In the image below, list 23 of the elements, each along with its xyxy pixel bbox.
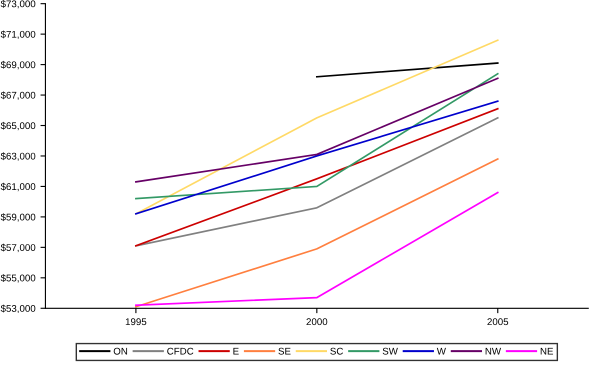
legend-label: SE [278, 348, 291, 355]
y-tick-label: $57,000 [0, 244, 36, 252]
legend-label: E [233, 348, 239, 355]
y-tick-label: $69,000 [0, 60, 36, 70]
y-tick-label: $63,000 [0, 152, 36, 161]
y-tick-label: $65,000 [0, 122, 36, 130]
y-tick-label: $71,000 [0, 30, 36, 39]
x-tick-label: 2000 [306, 318, 328, 326]
legend-label: CFDC [167, 348, 194, 355]
x-tick-label: 2005 [487, 318, 508, 326]
legend-label: NW [486, 348, 502, 355]
y-tick-label: $53,000 [0, 304, 36, 314]
legend-label: ON [114, 348, 128, 355]
y-tick-label: $61,000 [0, 182, 36, 192]
y-tick-label: $67,000 [0, 91, 36, 100]
legend-label: W [436, 348, 446, 355]
x-tick-label: 1995 [126, 318, 146, 326]
legend-label: SC [330, 348, 343, 355]
y-tick-label: $73,000 [0, 0, 36, 8]
legend-label: SW [382, 348, 398, 355]
y-tick-label: $59,000 [0, 213, 36, 222]
legend-label: NE [540, 348, 554, 355]
y-tick-label: $55,000 [0, 274, 36, 283]
